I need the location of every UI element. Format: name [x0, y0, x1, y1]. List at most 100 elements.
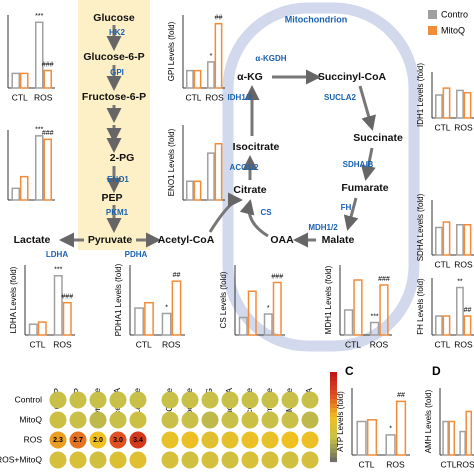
- heat-cell: [69, 451, 87, 469]
- significance: **: [457, 278, 463, 285]
- bar: [53, 275, 63, 336]
- x-tick-label: CTL: [440, 459, 456, 469]
- bar: [19, 175, 29, 201]
- significance: ##: [173, 272, 181, 279]
- heat-cell: [201, 431, 219, 449]
- colorbar-step: [330, 376, 337, 382]
- colorbar-step: [330, 403, 337, 409]
- bar: [193, 180, 202, 201]
- metabolite: α-KG: [237, 71, 263, 83]
- metabolite: Citrate: [233, 184, 266, 196]
- bar: [214, 22, 223, 89]
- colorbar-step: [330, 408, 337, 413]
- colorbar-step: [330, 426, 337, 431]
- pathway-arrows: [59, 25, 376, 248]
- heat-cell: [221, 391, 239, 409]
- colorbar-step: [330, 457, 337, 463]
- colorbar-step: [330, 448, 337, 454]
- bar: [11, 72, 21, 89]
- significance: *: [389, 426, 392, 433]
- heat-cell: [241, 391, 259, 409]
- heat-cell: [301, 451, 319, 469]
- panel-label: C: [345, 364, 354, 378]
- enzyme: LDHA: [46, 250, 68, 259]
- significance: ##: [215, 15, 223, 22]
- significance: ***: [35, 127, 43, 134]
- heat-cell: [241, 411, 259, 429]
- bar: [272, 281, 282, 336]
- heat-cell: [161, 451, 179, 469]
- x-tick-label: ROS: [454, 339, 473, 349]
- panel-label: D: [432, 364, 441, 378]
- x-tick-label: CTL: [345, 339, 361, 349]
- x-tick-label: CTL: [29, 339, 45, 349]
- x-tick-label: CTL: [434, 259, 450, 269]
- bar: [353, 279, 363, 336]
- significance: ##: [464, 307, 472, 314]
- metabolite: Succinate: [353, 132, 403, 144]
- x-tick-label: CTL: [12, 92, 28, 102]
- metabolite: Malate: [322, 234, 355, 246]
- y-axis-label: IDH1 Levels (fold): [416, 63, 425, 127]
- significance: ***: [35, 13, 43, 20]
- heat-cell: [129, 431, 147, 449]
- heat-cell: [49, 431, 67, 449]
- bar: [37, 321, 47, 336]
- bar: [19, 72, 29, 89]
- x-tick-label: CTL: [434, 339, 450, 349]
- bar: [463, 224, 472, 256]
- colorbar-step: [330, 421, 337, 427]
- x-tick-label: ROS: [386, 459, 405, 469]
- metabolite: Fructose-6-P: [82, 91, 146, 103]
- bar: [186, 69, 194, 89]
- heat-cell: [301, 431, 319, 449]
- bar: [459, 430, 466, 456]
- heat-cell: [281, 451, 299, 469]
- x-tick-label: CTL: [434, 122, 450, 132]
- heat-cell: [261, 451, 279, 469]
- heat-cell: [221, 451, 239, 469]
- heat-cell: [281, 411, 299, 429]
- legend-label: Contro: [441, 9, 468, 19]
- bar: [207, 152, 215, 201]
- bar: [43, 69, 52, 89]
- row-label: Control: [15, 394, 43, 404]
- heat-cell: [89, 411, 107, 429]
- bar: [11, 187, 21, 201]
- heat-cell: [129, 411, 147, 429]
- heat-cell: [109, 451, 127, 469]
- bar: [214, 143, 223, 201]
- heat-cell: [281, 431, 299, 449]
- colorbar-step: [330, 412, 337, 418]
- cell-label: 2.0: [93, 437, 103, 444]
- heat-cell: [161, 411, 179, 429]
- heat-cell: [201, 391, 219, 409]
- bar: [442, 87, 451, 119]
- heat-cell: [129, 391, 147, 409]
- bar: [356, 420, 367, 456]
- row-label: MitoQ: [19, 414, 42, 424]
- bar: [28, 323, 38, 336]
- heat-cell: [161, 431, 179, 449]
- heat-cell: [261, 411, 279, 429]
- y-axis-label: PDHA1 Levels (fold): [114, 263, 123, 336]
- colorbar-step: [330, 372, 337, 377]
- y-axis-label: AMH Levels (fold): [424, 389, 433, 453]
- heat-cell: [161, 391, 179, 409]
- heat-cell: [181, 391, 199, 409]
- bar: [435, 315, 443, 336]
- significance: *: [267, 305, 270, 312]
- colorbar-step: [330, 417, 337, 422]
- heat-cell: [109, 431, 127, 449]
- significance: ***: [54, 267, 62, 274]
- heat-cell: [49, 391, 67, 409]
- bar: [442, 315, 451, 336]
- bar: [134, 307, 144, 336]
- x-tick-label: ROS: [454, 122, 473, 132]
- heat-cell: [181, 451, 199, 469]
- heat-cell: [109, 411, 127, 429]
- metabolite: Acetyl-CoA: [158, 234, 215, 246]
- y-axis-label: SDHA Levels (fold): [416, 193, 425, 261]
- cell-label: 3.4: [133, 437, 143, 444]
